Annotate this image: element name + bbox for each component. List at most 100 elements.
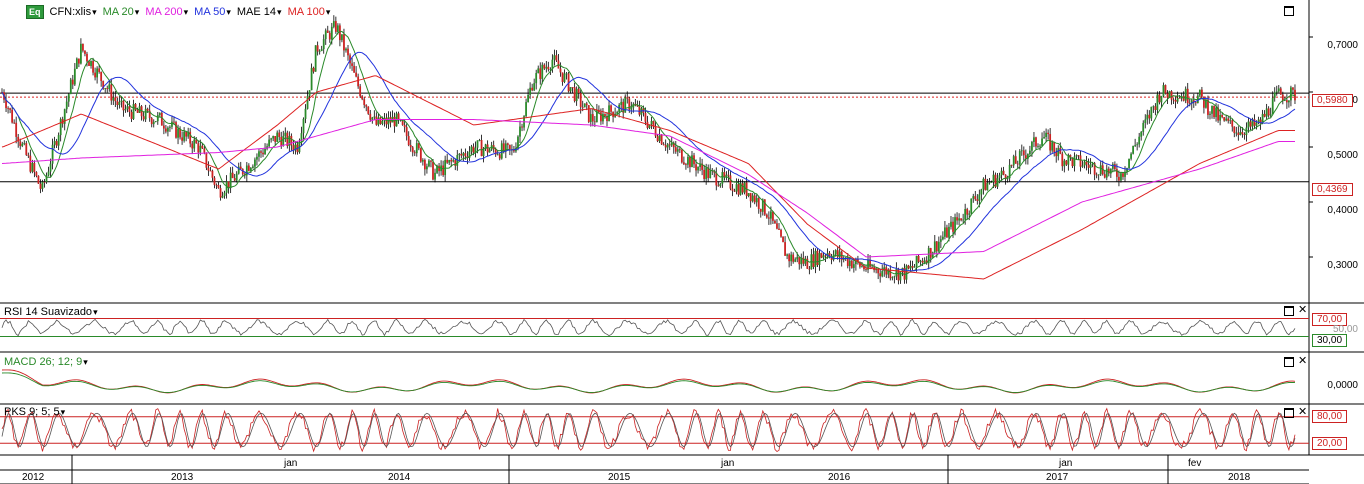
equity-badge[interactable]: Eq — [26, 5, 44, 19]
candle-body — [290, 135, 293, 146]
candle-body — [531, 87, 534, 91]
macd-zero-label: 0,0000 — [1327, 380, 1358, 391]
candle-body — [735, 184, 738, 192]
candle-body — [237, 166, 240, 174]
indicator-ma20[interactable]: MA 20 — [103, 6, 140, 18]
candle-body — [152, 121, 155, 125]
candle-body — [767, 217, 770, 219]
candle-body — [482, 148, 485, 157]
candle-body — [668, 144, 671, 146]
candle-body — [755, 198, 758, 203]
candle-body — [47, 171, 50, 176]
main-maximize-icon[interactable] — [1284, 6, 1294, 19]
candle-body — [37, 175, 40, 184]
candle-body — [102, 80, 105, 89]
macd-maximize-icon[interactable] — [1284, 357, 1294, 370]
candle-body — [1008, 164, 1011, 179]
candle-body — [1225, 118, 1228, 121]
candle-body — [1029, 150, 1031, 155]
rsi-line — [1, 318, 1296, 337]
candle-body — [1245, 127, 1248, 136]
macd-close-icon[interactable]: ✕ — [1298, 355, 1308, 367]
candle-body — [69, 79, 72, 95]
candle-body — [197, 143, 200, 153]
candle-body — [444, 159, 447, 176]
candle-body — [245, 165, 248, 176]
indicator-ma200[interactable]: MA 200 — [145, 6, 188, 18]
candle-body — [1099, 165, 1102, 175]
candle-body — [1113, 164, 1116, 170]
candle-body — [925, 260, 928, 264]
candle-body — [1279, 88, 1282, 95]
candle-body — [1227, 118, 1230, 121]
candle-body — [1057, 147, 1060, 157]
candle-body — [519, 126, 521, 137]
candle-body — [136, 109, 139, 113]
candle-body — [644, 112, 647, 122]
candle-body — [966, 209, 969, 215]
candle-body — [1043, 137, 1045, 139]
rsi-close-icon[interactable]: ✕ — [1298, 304, 1308, 316]
candle-body — [1142, 122, 1145, 132]
candle-body — [731, 188, 734, 191]
candle-body — [124, 108, 127, 111]
candle-body — [452, 160, 455, 162]
price-tag-lower: 0,4369 — [1312, 183, 1353, 196]
candle-body — [660, 135, 663, 145]
candle-body — [1128, 158, 1130, 168]
candle-body — [664, 145, 667, 148]
candle-body — [1259, 119, 1262, 124]
pks-close-icon[interactable]: ✕ — [1298, 406, 1308, 418]
candle-body — [1168, 91, 1171, 98]
candle-body — [871, 267, 873, 268]
candle-body — [53, 141, 56, 145]
candle-body — [591, 114, 594, 122]
candle-body — [312, 67, 315, 72]
candle-body — [685, 164, 687, 165]
candle-body — [549, 68, 552, 70]
candle-body — [158, 112, 161, 115]
candle-body — [59, 119, 62, 136]
candle-body — [1111, 164, 1114, 169]
candle-body — [905, 265, 908, 280]
rsi-maximize-icon[interactable] — [1284, 306, 1294, 319]
candle-body — [927, 248, 930, 264]
pks-label[interactable]: PKS 9; 5; 5 — [4, 406, 65, 418]
indicator-ma100[interactable]: MA 100 — [288, 6, 331, 18]
macd-label[interactable]: MACD 26; 12; 9 — [4, 356, 88, 368]
candle-body — [43, 181, 46, 183]
candle-body — [606, 116, 608, 122]
candle-body — [521, 126, 523, 128]
macd-signal-line — [1, 372, 1296, 393]
candle-body — [118, 101, 121, 105]
candle-body — [527, 94, 529, 103]
candle-body — [802, 257, 805, 264]
candle-body — [1097, 174, 1100, 176]
candle-body — [628, 98, 631, 110]
candle-body — [19, 141, 22, 146]
candle-body — [915, 255, 918, 267]
candle-body — [90, 61, 92, 66]
candle-body — [545, 66, 548, 69]
candle-body — [555, 55, 558, 61]
candle-body — [972, 196, 975, 199]
candle-body — [294, 144, 297, 151]
candle-body — [792, 254, 795, 262]
candle-body — [640, 108, 643, 115]
indicator-ma50[interactable]: MA 50 — [194, 6, 231, 18]
indicator-mae14[interactable]: MAE 14 — [237, 6, 282, 18]
pks-maximize-icon[interactable] — [1284, 408, 1294, 421]
candle-body — [209, 170, 212, 172]
candle-body — [411, 147, 414, 153]
symbol-selector[interactable]: CFN:xlis — [50, 6, 97, 18]
candle-body — [189, 131, 192, 144]
price-tag-upper: 0,5980 — [1312, 94, 1353, 107]
candle-body — [280, 137, 283, 147]
candle-body — [355, 72, 358, 77]
candle-body — [721, 172, 724, 184]
candle-body — [820, 253, 823, 258]
rsi-label[interactable]: RSI 14 Suavizado — [4, 306, 98, 318]
candle-body — [426, 166, 428, 170]
candle-body — [104, 88, 107, 89]
candle-body — [1089, 164, 1092, 168]
